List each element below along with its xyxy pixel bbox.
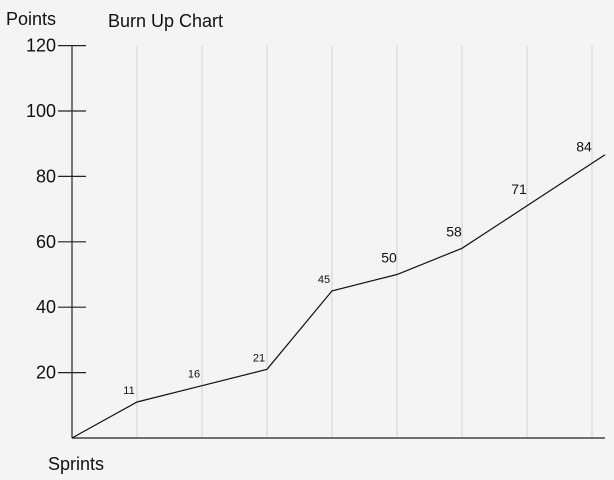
- data-label-45: 45: [318, 274, 330, 286]
- series-line: [71, 154, 606, 439]
- data-label-16: 16: [188, 369, 200, 381]
- data-labels: 11 16 21 45 50 58 71 84: [123, 138, 592, 397]
- y-ticks: 20 40 60 80 100 120: [26, 36, 86, 383]
- y-tick-label-40: 40: [36, 297, 56, 317]
- chart-title: Burn Up Chart: [108, 11, 223, 31]
- grid: [136, 45, 593, 438]
- y-tick-label-60: 60: [36, 232, 56, 252]
- y-tick-label-120: 120: [26, 36, 56, 56]
- data-label-84: 84: [576, 138, 592, 154]
- y-tick-label-100: 100: [26, 101, 56, 121]
- y-tick-label-80: 80: [36, 166, 56, 186]
- data-label-50: 50: [381, 250, 397, 266]
- data-label-58: 58: [446, 223, 462, 239]
- data-label-71: 71: [511, 181, 527, 197]
- x-axis-label: Sprints: [48, 454, 104, 474]
- data-label-21: 21: [253, 352, 265, 364]
- data-label-11: 11: [123, 385, 134, 397]
- y-axis-label: Points: [6, 9, 56, 29]
- axes: [71, 45, 605, 439]
- y-tick-label-20: 20: [36, 363, 56, 383]
